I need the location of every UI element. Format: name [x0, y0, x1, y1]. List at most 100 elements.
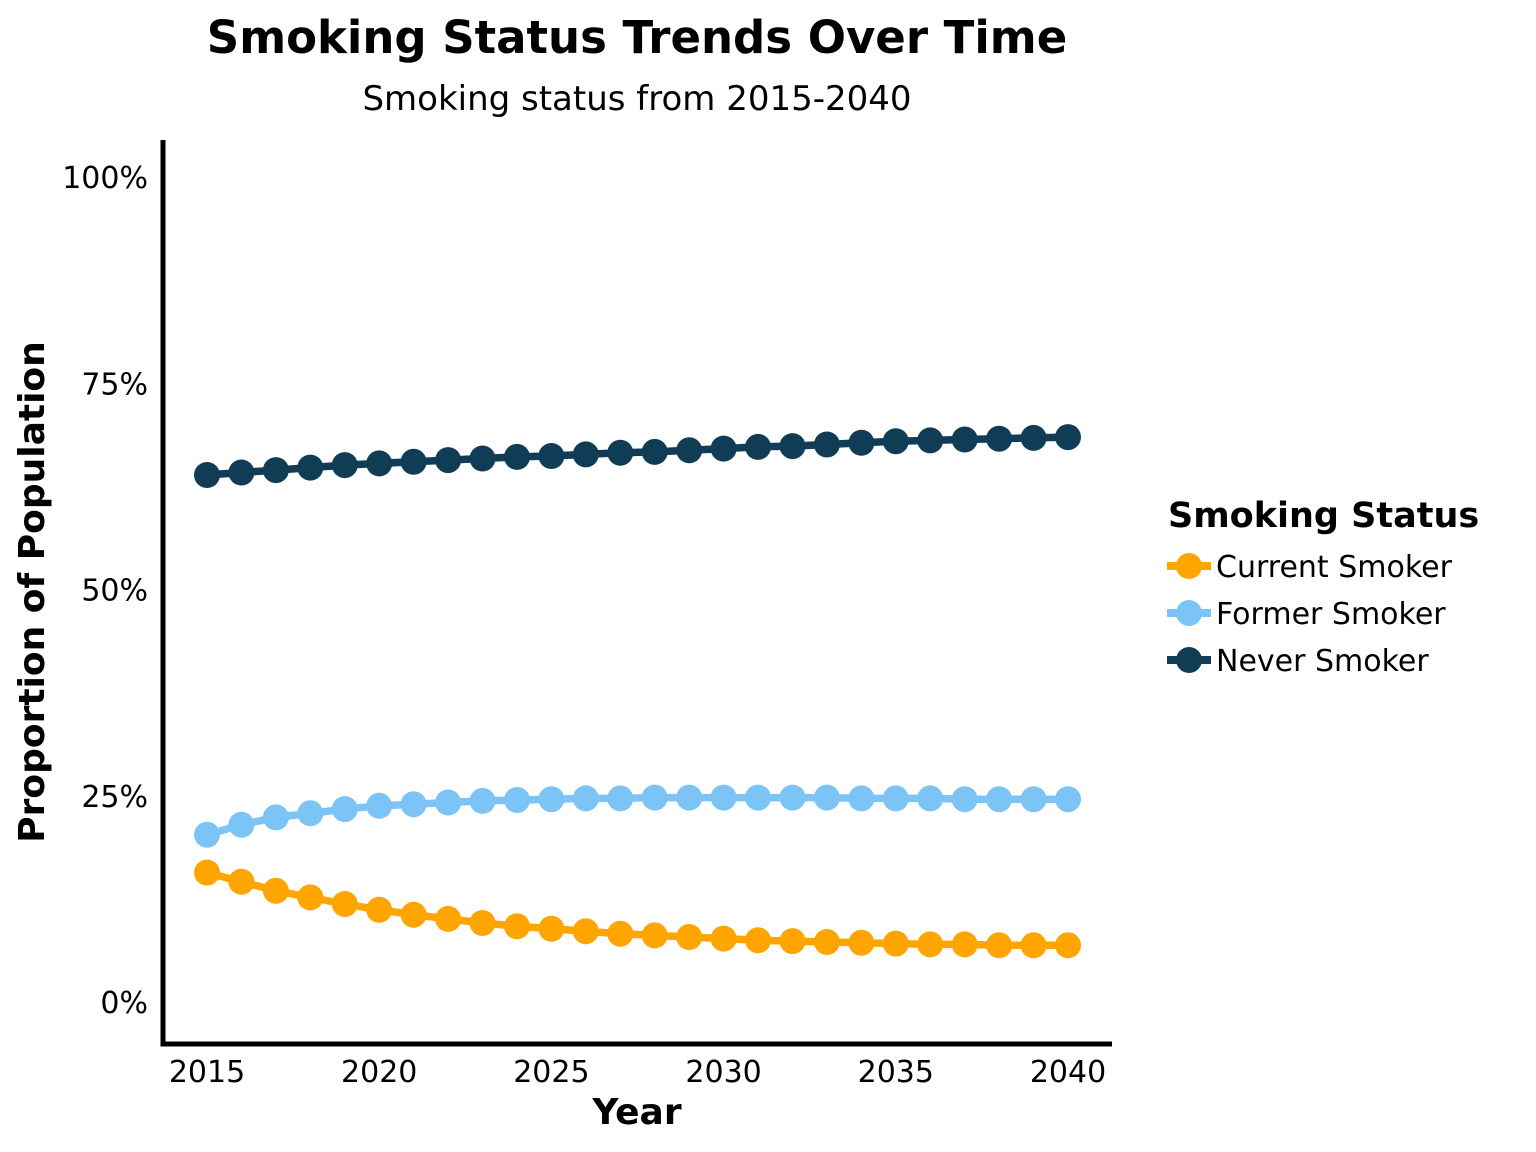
legend: Smoking Status Current Smoker Former Smo… — [1167, 496, 1479, 679]
legend-title: Smoking Status — [1168, 496, 1479, 536]
data-point — [779, 928, 806, 955]
data-point — [848, 429, 875, 456]
data-point — [194, 462, 220, 488]
series-layer — [194, 424, 1081, 959]
legend-entry-current-smoker: Current Smoker — [1167, 550, 1453, 585]
x-tick-label: 2030 — [685, 1055, 761, 1090]
data-point — [676, 437, 703, 464]
data-point — [331, 891, 358, 917]
legend-entry-former-smoker: Former Smoker — [1167, 597, 1446, 632]
data-point — [297, 884, 324, 911]
data-point — [297, 800, 324, 827]
data-point — [882, 930, 909, 957]
data-point — [469, 787, 496, 814]
data-point — [331, 796, 358, 823]
data-point — [745, 784, 771, 811]
data-point — [469, 910, 496, 936]
data-point — [745, 433, 771, 460]
data-point — [986, 425, 1013, 452]
data-point — [641, 438, 668, 465]
legend-entry-label: Former Smoker — [1216, 597, 1446, 632]
data-point — [504, 787, 530, 813]
data-point — [917, 785, 944, 812]
data-point — [262, 877, 289, 904]
data-point — [917, 427, 944, 454]
data-point — [607, 920, 634, 947]
data-point — [194, 859, 220, 886]
data-point — [710, 784, 737, 811]
data-point — [607, 439, 634, 466]
data-point — [331, 452, 358, 479]
data-point — [262, 804, 289, 831]
data-point — [297, 454, 324, 481]
data-point — [572, 918, 599, 945]
y-tick-label: 75% — [81, 367, 148, 402]
series-former-smoker — [194, 784, 1081, 848]
legend-key-dot — [1176, 647, 1202, 673]
data-point — [572, 785, 599, 812]
data-point — [710, 435, 737, 462]
data-point — [262, 457, 289, 484]
data-point — [366, 896, 393, 923]
data-point — [1020, 932, 1047, 959]
data-point — [813, 431, 840, 458]
data-point — [779, 433, 806, 460]
data-point — [228, 868, 255, 895]
data-point — [986, 786, 1013, 813]
data-point — [435, 789, 462, 816]
y-tick-label: 0% — [100, 986, 148, 1021]
data-point — [676, 784, 703, 811]
data-point — [848, 785, 875, 812]
y-axis-ticks: 0% 25% 50% 75% 100% — [62, 161, 148, 1021]
x-tick-label: 2015 — [169, 1055, 245, 1090]
data-point — [504, 913, 530, 940]
data-point — [366, 792, 393, 819]
data-point — [1055, 932, 1081, 959]
series-never-smoker — [194, 424, 1081, 488]
data-point — [400, 791, 427, 818]
data-point — [538, 786, 565, 813]
data-point — [986, 932, 1013, 959]
data-point — [951, 786, 978, 813]
data-point — [228, 811, 255, 838]
series-current-smoker — [194, 859, 1081, 959]
data-point — [1020, 424, 1047, 451]
data-point — [1020, 786, 1047, 813]
x-tick-label: 2020 — [341, 1055, 417, 1090]
x-axis-ticks: 2015 2020 2025 2030 2035 2040 — [169, 1055, 1106, 1090]
data-point — [366, 450, 393, 477]
chart-subtitle: Smoking status from 2015-2040 — [362, 79, 911, 119]
data-point — [951, 931, 978, 958]
x-tick-label: 2035 — [858, 1055, 934, 1090]
x-tick-label: 2040 — [1030, 1055, 1106, 1090]
legend-key-dot — [1176, 600, 1202, 626]
data-point — [228, 459, 255, 486]
legend-entry-label: Current Smoker — [1216, 550, 1453, 585]
data-point — [469, 445, 496, 472]
x-axis-label: Year — [591, 1092, 681, 1133]
data-point — [400, 448, 427, 475]
data-point — [917, 931, 944, 958]
chart-title: Smoking Status Trends Over Time — [207, 11, 1067, 64]
y-tick-label: 50% — [81, 574, 148, 609]
data-point — [572, 441, 599, 468]
data-point — [882, 428, 909, 455]
data-point — [607, 785, 634, 812]
y-tick-label: 25% — [81, 780, 148, 815]
data-point — [813, 784, 840, 811]
data-point — [504, 443, 530, 470]
legend-entry-label: Never Smoker — [1216, 644, 1429, 679]
data-point — [435, 905, 462, 932]
data-point — [538, 915, 565, 942]
data-point — [400, 901, 427, 928]
y-tick-label: 100% — [62, 161, 148, 196]
data-point — [1055, 786, 1081, 813]
legend-entry-never-smoker: Never Smoker — [1167, 644, 1429, 679]
data-point — [813, 929, 840, 955]
data-point — [194, 821, 220, 848]
legend-key-dot — [1176, 553, 1202, 579]
data-point — [676, 924, 703, 950]
data-point — [641, 784, 668, 811]
